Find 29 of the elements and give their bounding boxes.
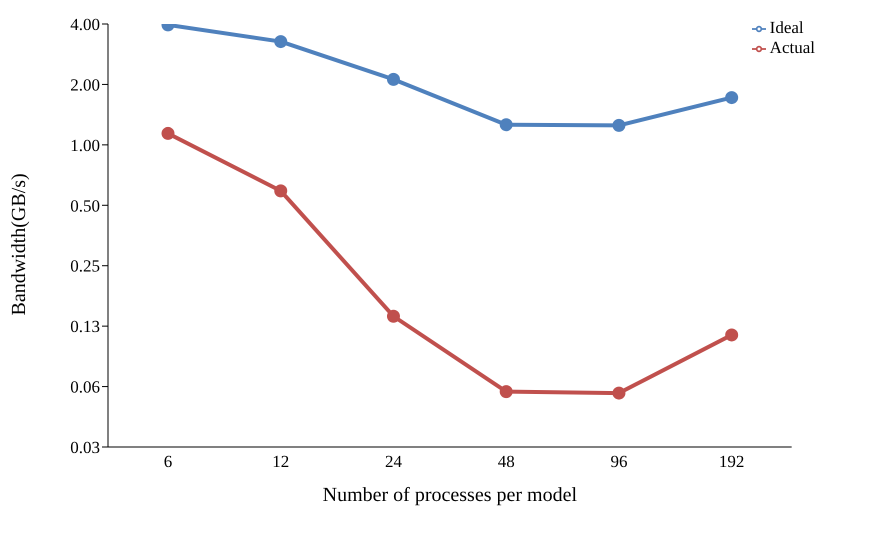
legend-label: Actual [770,38,815,57]
y-tick-label: 2.00 [70,75,100,94]
point [500,118,513,132]
y-tick-label: 0.13 [70,317,100,336]
x-tick-label: 6 [164,452,172,472]
y-tick-label: 0.06 [70,378,100,397]
point [274,35,288,48]
x-tick-label: 48 [498,452,515,472]
point [612,118,626,132]
y-tick-label: 0.03 [70,438,100,458]
point [386,310,400,323]
point [725,91,738,104]
y-tick-label: 0.25 [70,256,100,276]
legend-label: Ideal [770,18,804,37]
point [725,328,738,342]
y-tick-label: 0.50 [70,196,100,216]
point [612,386,626,400]
point [162,126,174,140]
x-axis-title: Number of processes per model [322,484,578,506]
x-tick-label: 24 [384,452,402,472]
point [386,72,400,86]
x-tick-label: 96 [610,452,628,472]
y-tick-label: 1.00 [70,136,100,155]
y-axis-title: Bandwidth(GB/s) [8,173,30,316]
y-tick-label: 4.00 [70,15,100,34]
point [274,184,288,198]
point [500,385,513,398]
x-tick-label: 192 [718,452,744,472]
x-tick-label: 12 [272,452,290,472]
